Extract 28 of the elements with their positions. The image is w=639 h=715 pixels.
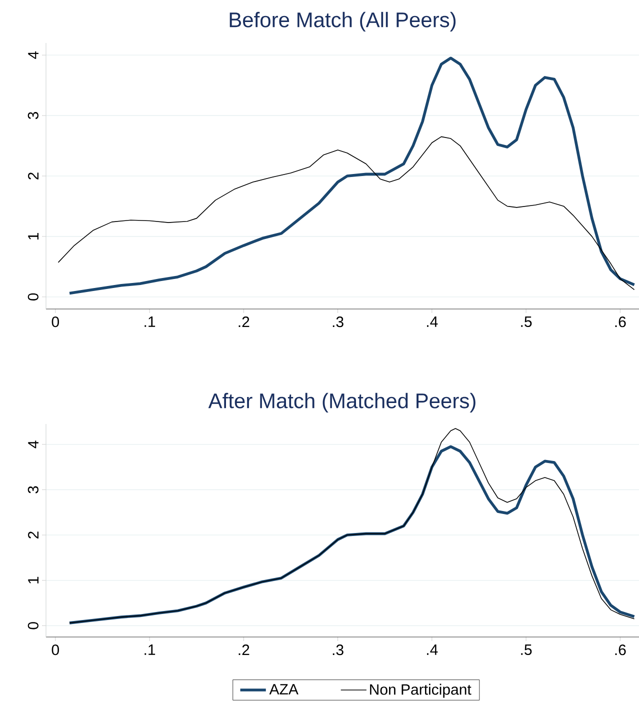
y-tick-label: 3 xyxy=(28,486,38,494)
x-tick-label: .5 xyxy=(520,316,532,327)
y-tick-label: 0 xyxy=(28,622,38,630)
y-tick-label: 4 xyxy=(28,440,38,448)
x-tick-label: .5 xyxy=(520,644,532,655)
x-tick-label: .3 xyxy=(332,316,344,328)
y-tick-label: 1 xyxy=(28,233,38,240)
x-tick-label: 0 xyxy=(52,644,59,656)
x-tick-label: .4 xyxy=(426,316,438,327)
x-tick-label: 0 xyxy=(52,316,59,328)
chart-title: After Match (Matched Peers) xyxy=(208,392,476,412)
x-tick-label: .2 xyxy=(238,644,249,656)
y-tick-label: 3 xyxy=(28,112,38,120)
x-tick-label: .1 xyxy=(144,316,155,327)
y-tick-label: 2 xyxy=(28,532,38,538)
legend-label: AZA xyxy=(269,684,298,694)
y-tick-label: 0 xyxy=(28,293,38,300)
x-tick-label: .4 xyxy=(426,644,438,655)
x-tick-label: .3 xyxy=(332,644,344,656)
y-tick-label: 4 xyxy=(28,51,38,59)
y-tick-label: 2 xyxy=(28,172,38,180)
chart-title: Before Match (All Peers) xyxy=(230,12,456,32)
x-tick-label: .1 xyxy=(144,644,155,655)
x-tick-label: .6 xyxy=(615,644,626,656)
legend-label: Non Participant xyxy=(370,684,472,698)
x-tick-label: .2 xyxy=(238,316,249,328)
y-tick-label: 1 xyxy=(28,576,38,584)
x-tick-label: .6 xyxy=(615,316,626,328)
